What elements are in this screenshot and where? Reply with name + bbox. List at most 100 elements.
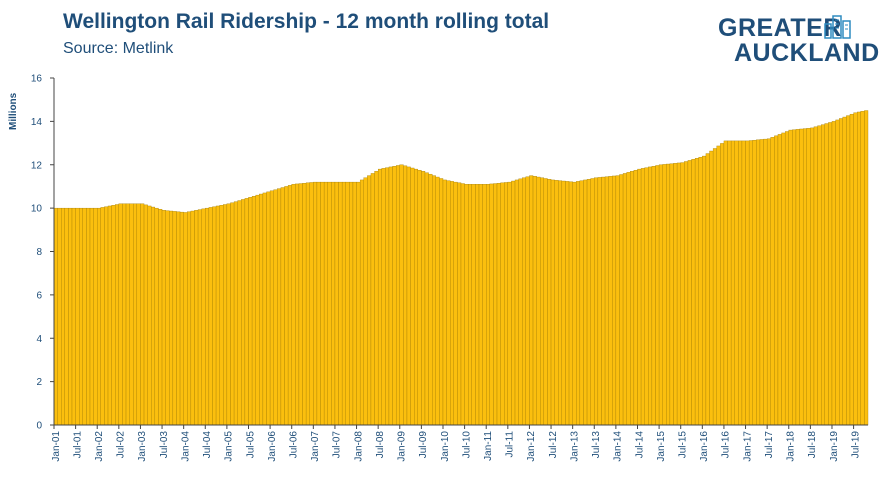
bar xyxy=(716,145,721,426)
bar xyxy=(201,208,206,426)
bar xyxy=(640,168,645,426)
bar xyxy=(241,199,246,426)
x-tick-label: Jan-07 xyxy=(310,431,321,462)
bar xyxy=(266,191,271,426)
bar xyxy=(468,184,472,426)
x-tick-label: Jan-13 xyxy=(569,431,580,462)
bar xyxy=(230,202,235,426)
x-tick-label: Jan-02 xyxy=(94,431,105,462)
bar xyxy=(525,176,530,426)
y-tick-label: 12 xyxy=(31,160,43,171)
x-tick-label: Jan-14 xyxy=(613,431,624,462)
bar xyxy=(741,140,746,426)
x-tick-label: Jul-14 xyxy=(634,431,645,459)
bar xyxy=(709,150,714,426)
bar xyxy=(428,173,433,426)
bar xyxy=(795,129,800,426)
bar xyxy=(835,119,840,426)
greater-auckland-logo: GREATER AUCKLAND xyxy=(718,14,879,67)
bar xyxy=(514,179,519,426)
bar xyxy=(277,188,282,426)
bar xyxy=(140,203,145,426)
bar xyxy=(705,153,710,426)
bar xyxy=(190,210,195,426)
y-tick-label: 2 xyxy=(36,377,42,388)
bar xyxy=(824,123,829,426)
x-tick-label: Jan-01 xyxy=(51,431,62,462)
bar xyxy=(381,168,386,426)
bar xyxy=(345,181,350,426)
bar xyxy=(176,211,181,426)
bar xyxy=(821,124,825,426)
bar xyxy=(169,210,174,426)
x-tick-label: Jul-12 xyxy=(548,431,559,459)
bar xyxy=(370,173,375,426)
x-tick-label: Jul-16 xyxy=(721,431,732,459)
bar xyxy=(122,203,127,426)
bar xyxy=(864,110,869,426)
bar xyxy=(395,165,400,426)
bar xyxy=(226,203,231,426)
bar xyxy=(377,168,382,426)
bar xyxy=(129,203,134,426)
bar xyxy=(374,171,379,426)
x-tick-label: Jul-03 xyxy=(159,431,170,459)
bar xyxy=(493,183,498,426)
bar xyxy=(298,183,303,426)
bar xyxy=(568,181,573,426)
x-tick-label: Jul-15 xyxy=(678,431,689,459)
bar xyxy=(388,166,393,426)
bar xyxy=(165,210,170,426)
bar xyxy=(817,125,822,426)
bar xyxy=(637,168,642,426)
bar xyxy=(770,137,775,426)
bar xyxy=(540,177,545,426)
x-tick-label: Jan-06 xyxy=(267,431,278,462)
bar xyxy=(648,166,653,426)
y-tick-label: 0 xyxy=(36,421,42,432)
x-tick-label: Jan-03 xyxy=(137,431,148,462)
x-tick-label: Jan-09 xyxy=(397,431,408,462)
x-tick-label: Jan-17 xyxy=(742,431,753,462)
bar xyxy=(788,129,793,426)
bar xyxy=(349,181,354,426)
bar xyxy=(367,175,372,426)
bar xyxy=(774,135,779,426)
x-tick-label: Jan-05 xyxy=(224,431,235,462)
bar xyxy=(777,134,782,426)
bar xyxy=(691,159,696,426)
bar xyxy=(421,171,426,426)
bar xyxy=(723,140,728,426)
bar xyxy=(846,115,851,426)
bar xyxy=(118,203,123,426)
bar xyxy=(475,184,480,426)
bar xyxy=(759,139,764,426)
bar xyxy=(183,212,188,426)
bar xyxy=(439,178,444,426)
bar xyxy=(406,166,411,426)
bar xyxy=(651,166,656,426)
bar xyxy=(522,177,527,426)
bar xyxy=(702,155,707,426)
bar xyxy=(424,172,429,426)
bar xyxy=(529,175,534,426)
bar xyxy=(666,163,671,426)
bar xyxy=(93,207,98,426)
x-tick-label: Jan-19 xyxy=(829,431,840,462)
bar xyxy=(453,181,458,426)
bar xyxy=(489,183,494,426)
bar xyxy=(341,181,346,426)
bar xyxy=(590,178,595,426)
bar xyxy=(53,207,58,426)
bar xyxy=(79,207,83,426)
bar xyxy=(97,207,101,426)
bar xyxy=(565,181,570,426)
bar xyxy=(727,140,732,426)
bar xyxy=(154,207,159,426)
bar xyxy=(334,181,339,426)
bar xyxy=(86,207,91,426)
bar xyxy=(532,176,537,426)
bar xyxy=(601,176,606,426)
bar xyxy=(442,179,447,426)
bar xyxy=(543,178,548,426)
